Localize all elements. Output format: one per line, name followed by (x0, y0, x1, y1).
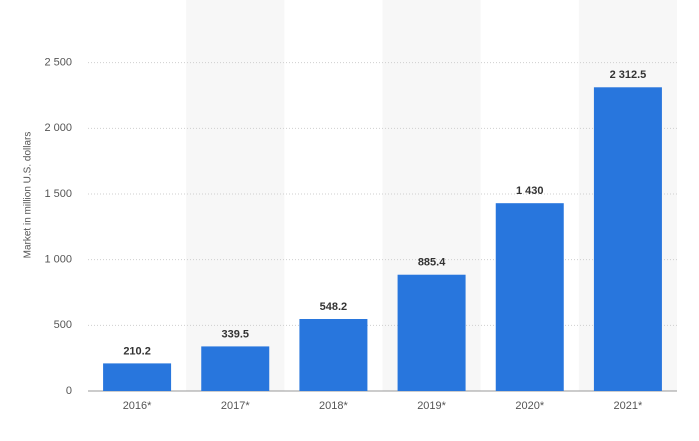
bar (593, 87, 662, 392)
x-tick-label: 2016* (123, 400, 152, 412)
bar (103, 363, 172, 391)
x-tick-label: 2017* (221, 400, 250, 412)
value-label: 885.4 (418, 257, 446, 269)
bar (201, 346, 270, 391)
bar (495, 203, 564, 391)
y-tick-label: 2 500 (44, 57, 72, 69)
y-tick-label: 0 (66, 385, 72, 397)
value-label: 339.5 (221, 328, 249, 340)
y-tick-label: 3 000 (44, 0, 72, 3)
x-tick-label: 2020* (515, 400, 544, 412)
value-label: 1 430 (516, 185, 544, 197)
bar (397, 274, 466, 391)
x-tick-label: 2018* (319, 400, 348, 412)
value-label: 210.2 (123, 345, 151, 357)
value-label: 548.2 (320, 301, 348, 313)
y-tick-label: 1 000 (44, 254, 72, 266)
x-tick-label: 2021* (614, 400, 643, 412)
y-axis-label: Market in million U.S. dollars (23, 132, 34, 259)
value-label: 2 312.5 (610, 69, 647, 81)
x-tick-label: 2019* (417, 400, 446, 412)
y-tick-label: 2 000 (44, 122, 72, 134)
y-tick-label: 1 500 (44, 188, 72, 200)
bar (299, 319, 368, 391)
y-tick-label: 500 (54, 319, 72, 331)
